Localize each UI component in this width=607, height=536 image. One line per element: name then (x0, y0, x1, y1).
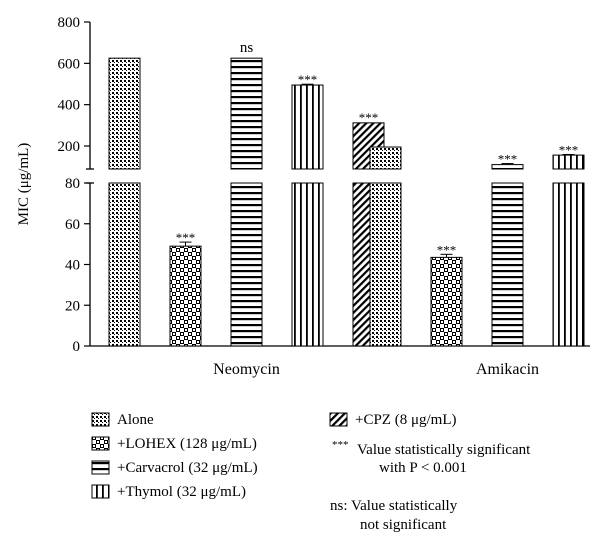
y-tick-label: 60 (65, 217, 80, 233)
bar (291, 182, 324, 347)
legend-label: Alone (117, 412, 154, 428)
legend-swatch (91, 412, 110, 427)
bar (352, 122, 385, 170)
note-text: Value statistically significant (357, 442, 531, 458)
y-axis-label: MIC (μg/mL) (16, 143, 32, 226)
y-tick-label: 200 (58, 139, 81, 155)
legend-label: +Carvacrol (32 μg/mL) (117, 460, 258, 476)
significance-label: *** (559, 142, 579, 157)
note-text: ns: Value statistically (330, 498, 458, 514)
significance-label: *** (437, 242, 457, 257)
legend-swatch (91, 484, 110, 499)
y-tick-label: 80 (65, 176, 80, 192)
note-text: with P < 0.001 (379, 460, 467, 476)
note-text: not significant (360, 517, 447, 533)
legend: Alone +LOHEX (128 μg/mL) +Carvacrol (32 μg… (91, 412, 531, 533)
legend-label: +Thymol (32 μg/mL) (117, 484, 246, 500)
bar (552, 182, 585, 347)
significance-label: *** (498, 152, 518, 167)
legend-label: +CPZ (8 μg/mL) (355, 412, 457, 428)
y-tick-label: 400 (58, 98, 81, 114)
bar (369, 182, 402, 347)
bar (291, 84, 324, 170)
legend-swatch (329, 412, 348, 427)
legend-swatch (91, 436, 110, 451)
significance-label: *** (359, 110, 379, 125)
y-tick-label: 40 (65, 258, 80, 274)
labels: ***ns******Neomycin************Amikacin (176, 40, 579, 378)
significance-label: *** (176, 230, 196, 245)
bar (108, 182, 141, 347)
bar (230, 182, 263, 347)
bar (491, 182, 524, 347)
bar (169, 245, 202, 347)
note-symbol: *** (332, 439, 349, 451)
y-tick-label: 20 (65, 298, 80, 314)
bar (430, 256, 463, 347)
axes: 0 20 40 60 80 200 400 600 800 MIC (μg/mL) (16, 15, 590, 355)
legend-swatch (91, 460, 110, 475)
x-category-label: Amikacin (476, 361, 539, 378)
bar (230, 57, 263, 170)
bars (108, 57, 585, 347)
significance-label: *** (298, 72, 318, 87)
significance-label: ns (240, 40, 254, 56)
y-tick-label: 600 (58, 56, 81, 72)
bar (369, 146, 402, 170)
bar (108, 57, 141, 170)
y-tick-label: 800 (58, 15, 81, 31)
x-category-label: Neomycin (213, 361, 280, 378)
y-tick-label: 0 (73, 339, 81, 355)
legend-label: +LOHEX (128 μg/mL) (117, 436, 257, 452)
